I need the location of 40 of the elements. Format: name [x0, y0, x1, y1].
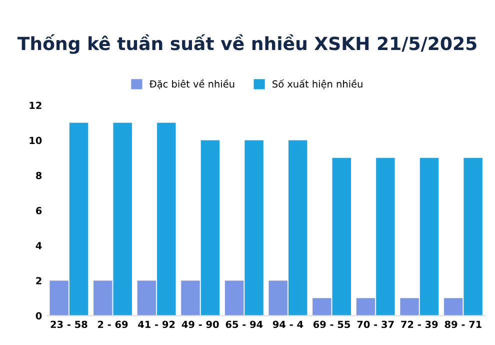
x-tick-label: 41 - 92 — [138, 320, 175, 328]
bar — [137, 280, 156, 316]
bar — [312, 298, 332, 316]
bar — [420, 158, 439, 316]
x-tick-label: 65 - 94 — [226, 320, 263, 328]
bar — [444, 298, 463, 316]
bar — [288, 140, 308, 316]
bar — [224, 280, 244, 316]
y-tick-label: 0 — [36, 312, 42, 320]
y-tick-label: 2 — [36, 277, 42, 284]
bar — [244, 140, 264, 316]
bar — [69, 122, 88, 316]
y-tick-label: 12 — [30, 102, 42, 109]
bar — [356, 298, 376, 316]
chart-title: Thống kê tuần suất về nhiều XSKH 21/5/2025 — [17, 34, 476, 54]
bar — [94, 280, 112, 316]
bar — [50, 280, 68, 316]
y-tick-label: 8 — [36, 172, 42, 180]
y-tick-label: 10 — [30, 136, 42, 144]
x-tick-label: 89 - 71 — [444, 320, 482, 328]
x-tick-label: 72 - 39 — [401, 320, 438, 328]
y-tick-label: 6 — [36, 206, 42, 214]
bar — [376, 158, 395, 316]
bar — [332, 158, 351, 316]
x-tick-label: 70 - 37 — [357, 320, 394, 328]
legend-label: Đặc biêt về nhiều — [149, 79, 234, 90]
x-tick-label: 94 - 4 — [272, 320, 304, 328]
bar — [268, 280, 288, 316]
bar — [113, 122, 132, 316]
bar — [464, 158, 482, 316]
bar — [157, 122, 176, 316]
bar — [200, 140, 220, 316]
x-tick-label: 69 - 55 — [313, 320, 350, 328]
x-tick-label: 49 - 90 — [182, 320, 219, 328]
x-tick-label: 2 - 69 — [98, 320, 128, 328]
y-tick-label: 4 — [36, 242, 42, 250]
bar — [400, 298, 419, 316]
bar — [181, 280, 200, 316]
legend-label: Số xuất hiện nhiều — [272, 79, 362, 90]
x-tick-label: 23 - 58 — [50, 320, 88, 328]
